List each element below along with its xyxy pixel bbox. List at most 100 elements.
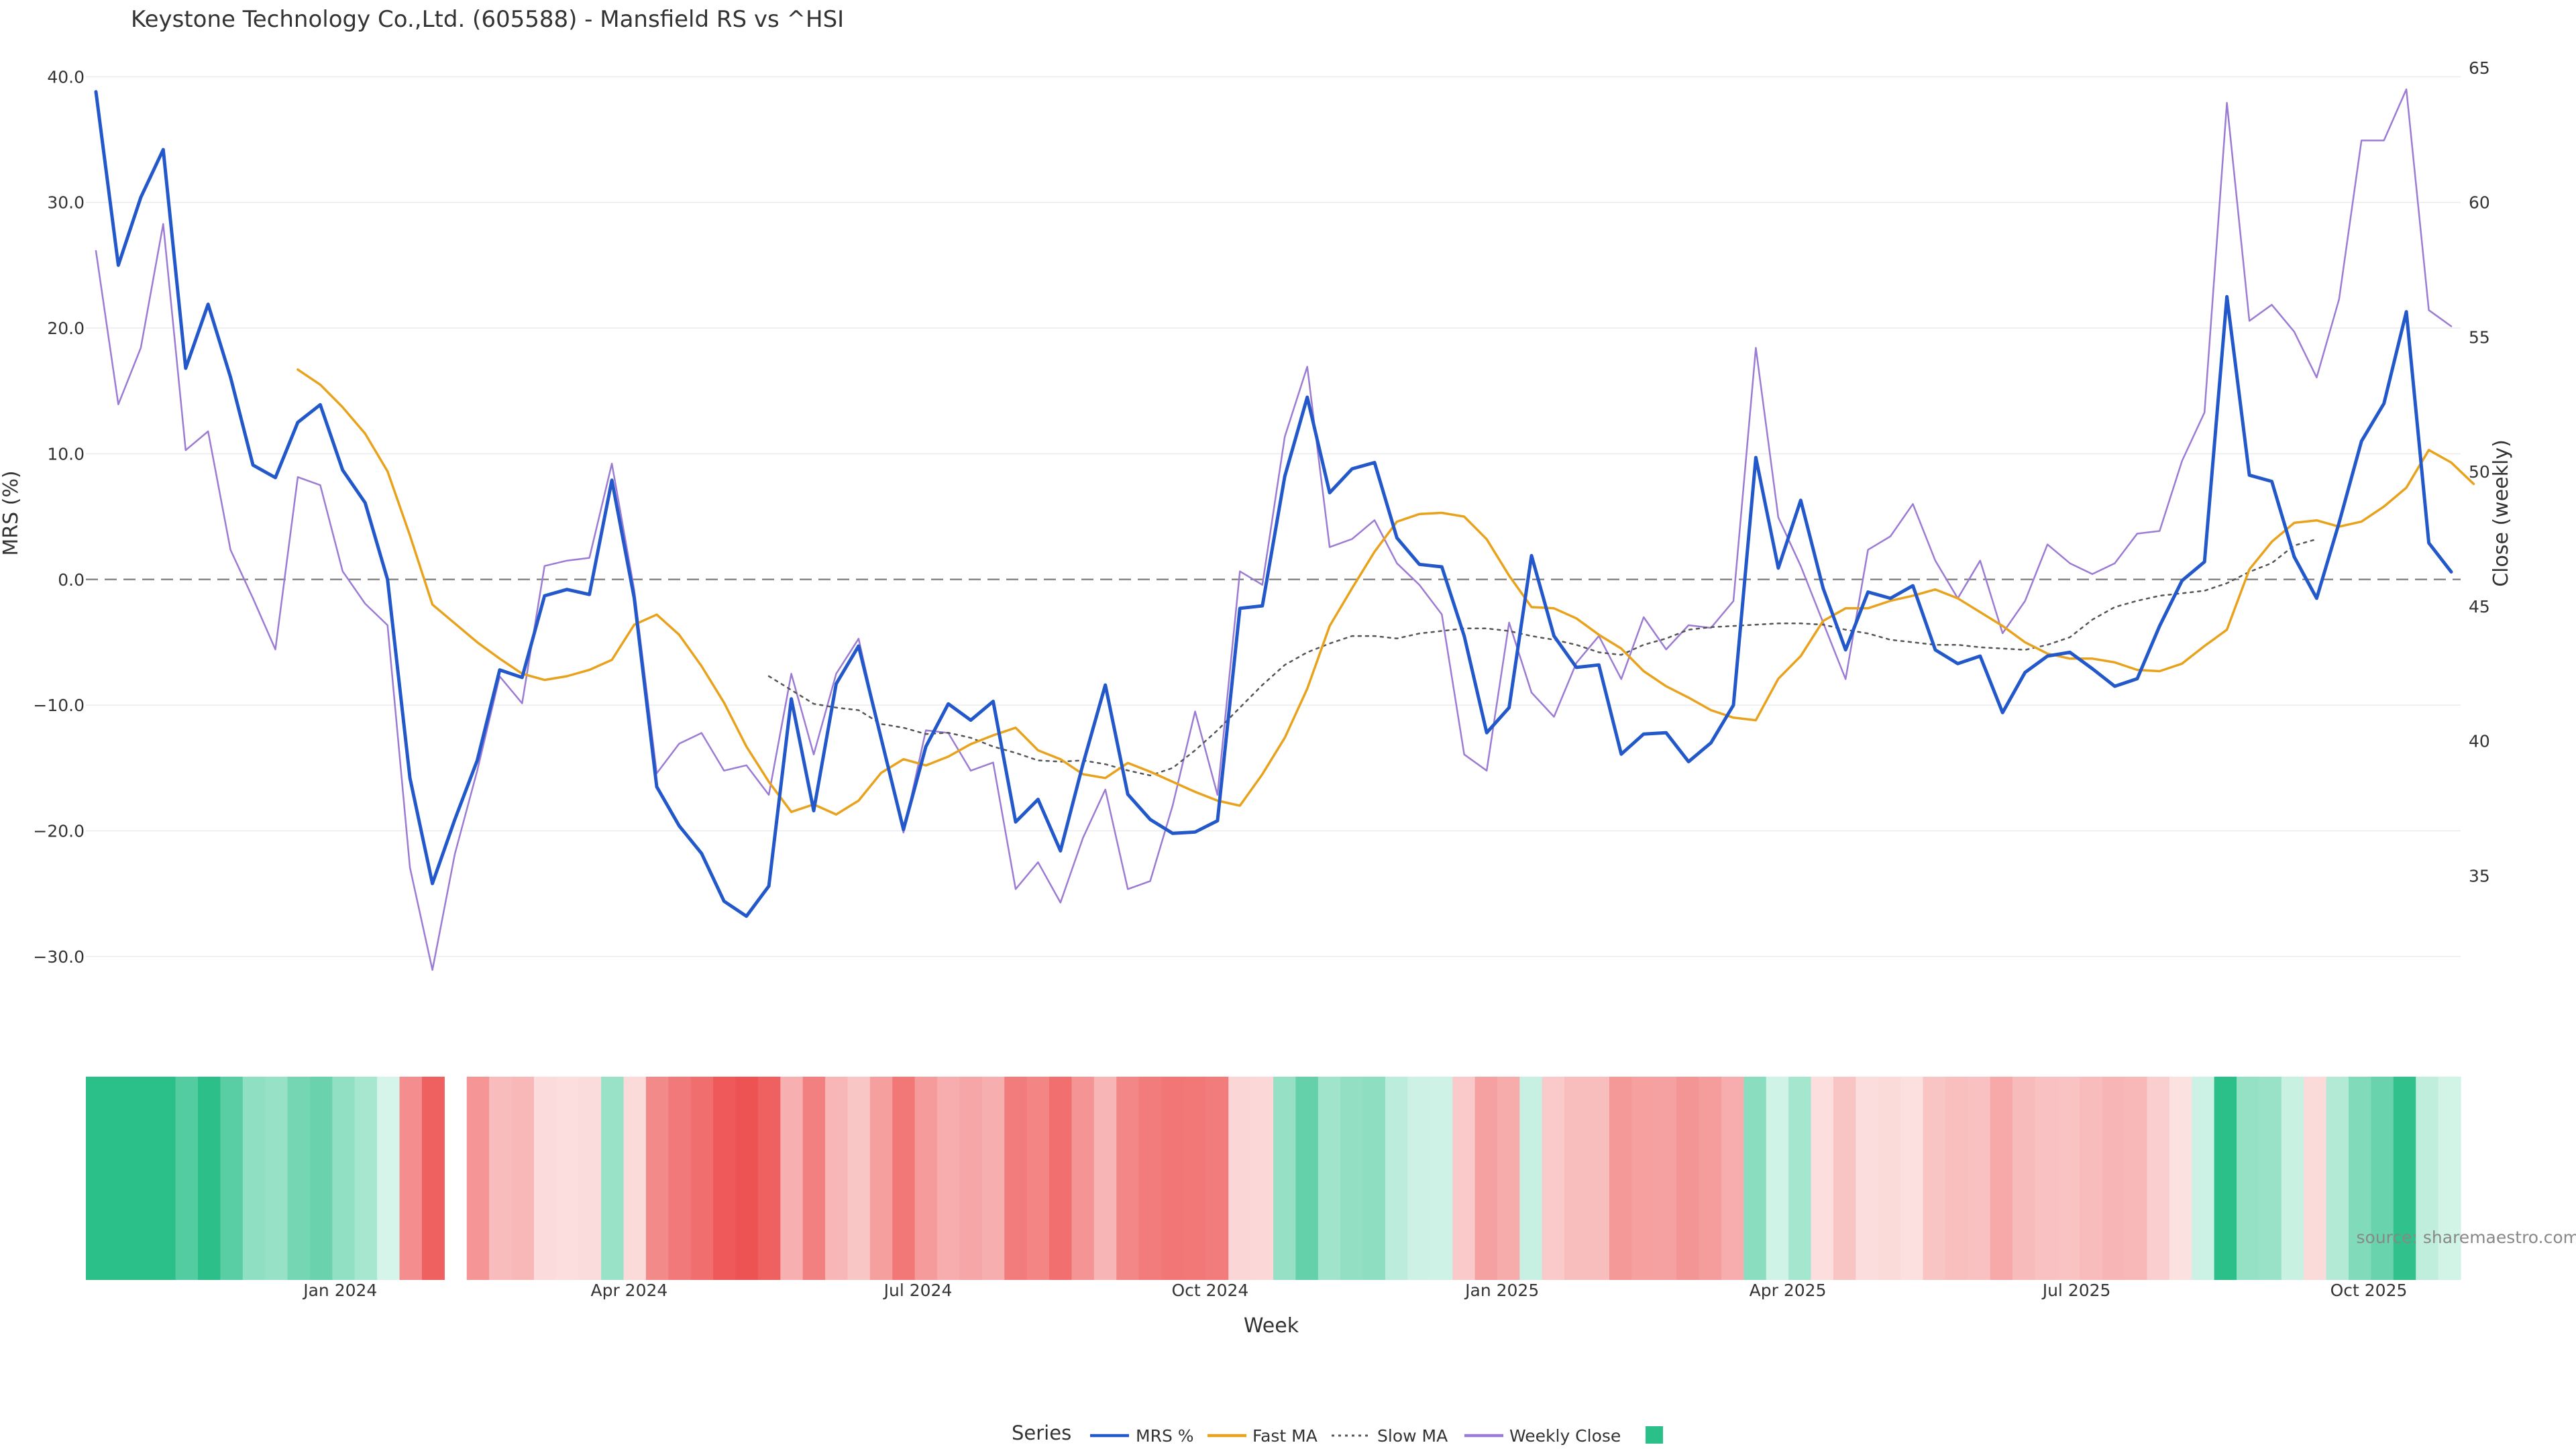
legend-label: Fast MA: [1252, 1426, 1318, 1446]
heat-cell: [937, 1077, 961, 1280]
heat-cell: [309, 1077, 333, 1280]
heat-cell: [1452, 1077, 1476, 1280]
heat-cell: [1497, 1077, 1520, 1280]
heat-cell: [1318, 1077, 1341, 1280]
series-line-mrs: [94, 90, 2453, 918]
y2-tick-label: 55: [2469, 327, 2490, 347]
heat-cell: [1900, 1077, 1924, 1280]
y2-tick-label: 45: [2469, 597, 2490, 616]
heat-cell: [2035, 1077, 2058, 1280]
y2-tick-label: 35: [2469, 866, 2490, 885]
y-tick-label: 10.0: [47, 444, 85, 464]
heat-cell: [220, 1077, 244, 1280]
legend: Series MRS % Fast MA Slow MA Weekly Close: [1012, 1421, 1663, 1446]
heat-cell: [399, 1077, 423, 1280]
heat-cell: [1273, 1077, 1296, 1280]
source-note: source: sharemaestro.com: [2357, 1228, 2576, 1247]
y2-tick-label: 65: [2469, 58, 2490, 78]
heat-cell: [1990, 1077, 2013, 1280]
heat-cell: [466, 1077, 490, 1280]
left-axis: −30.0 −20.0 −10.0 0.0 10.0 20.0 30.0 40.0: [33, 67, 85, 966]
y2-tick-label: 60: [2469, 193, 2490, 213]
x-axis: Jan 2024 Apr 2024 Jul 2024 Oct 2024 Jan 2025…: [302, 1281, 2407, 1300]
y-tick-label: −30.0: [33, 947, 85, 967]
heat-cell: [1856, 1077, 1879, 1280]
heat-cell: [1676, 1077, 1700, 1280]
heat-cell: [1004, 1077, 1028, 1280]
heat-cell: [2080, 1077, 2103, 1280]
heat-cell: [556, 1077, 580, 1280]
heat-cell: [1631, 1077, 1655, 1280]
heat-cell: [377, 1077, 400, 1280]
heat-cell: [645, 1077, 669, 1280]
y-tick-label: −10.0: [33, 696, 85, 715]
heat-cell: [892, 1077, 916, 1280]
x-tick-label: Jul 2024: [883, 1281, 953, 1300]
heat-cell: [1093, 1077, 1117, 1280]
heat-cell: [1721, 1077, 1744, 1280]
heat-cell: [1362, 1077, 1386, 1280]
x-tick-label: Jan 2025: [1464, 1281, 1539, 1300]
heat-cell: [511, 1077, 535, 1280]
x-axis-title: Week: [1244, 1314, 1299, 1338]
heat-cell: [2012, 1077, 2036, 1280]
heat-cell: [2102, 1077, 2125, 1280]
heat-cell: [1116, 1077, 1140, 1280]
heat-cell: [108, 1077, 131, 1280]
heat-cell: [2057, 1077, 2080, 1280]
heat-cell: [1430, 1077, 1453, 1280]
x-tick-label: Apr 2024: [590, 1281, 667, 1300]
y-tick-label: 0.0: [58, 570, 85, 590]
heat-cell: [668, 1077, 692, 1280]
heat-cell: [914, 1077, 938, 1280]
series-lines: [94, 88, 2475, 971]
heat-cell: [780, 1077, 804, 1280]
heat-cell: [197, 1077, 221, 1280]
heat-cell: [1205, 1077, 1229, 1280]
heat-cell: [2393, 1077, 2416, 1280]
y-tick-label: 20.0: [47, 319, 85, 338]
chart-title: Keystone Technology Co.,Ltd. (605588) - …: [131, 6, 844, 33]
heat-cell: [1183, 1077, 1207, 1280]
heat-cell: [1474, 1077, 1498, 1280]
series-line-fast-ma: [297, 368, 2475, 816]
y2-tick-label: 50: [2469, 462, 2490, 482]
heat-cell: [175, 1077, 199, 1280]
heat-cell: [601, 1077, 625, 1280]
heat-cell: [1228, 1077, 1252, 1280]
heat-cell: [242, 1077, 266, 1280]
heat-cell: [2438, 1077, 2461, 1280]
heat-cell: [1385, 1077, 1408, 1280]
series-line-weekly-close: [95, 88, 2453, 971]
heat-cell: [153, 1077, 176, 1280]
heat-cell: [2169, 1077, 2192, 1280]
gridlines: [86, 76, 2461, 957]
heat-cell: [1654, 1077, 1677, 1280]
heat-cell: [1161, 1077, 1185, 1280]
y-tick-label: 30.0: [47, 193, 85, 213]
y-tick-label: 40.0: [47, 67, 85, 87]
heat-cell: [847, 1077, 871, 1280]
heat-cell: [1026, 1077, 1050, 1280]
heat-cell: [489, 1077, 513, 1280]
heat-cell: [1833, 1077, 1856, 1280]
heat-cell: [1587, 1077, 1610, 1280]
y-axis-title: MRS (%): [0, 470, 23, 555]
y2-axis-title: Close (weekly): [2489, 439, 2513, 587]
heat-cell: [2326, 1077, 2349, 1280]
heat-cell: [959, 1077, 983, 1280]
x-tick-label: Apr 2025: [1750, 1281, 1827, 1300]
heat-cell: [287, 1077, 311, 1280]
heat-cell: [533, 1077, 557, 1280]
heat-cell: [2416, 1077, 2439, 1280]
heat-cell: [1811, 1077, 1834, 1280]
heat-cell: [2349, 1077, 2372, 1280]
legend-label: Weekly Close: [1509, 1426, 1621, 1446]
heat-cell: [1766, 1077, 1789, 1280]
heat-cell: [981, 1077, 1005, 1280]
series-line-slow-ma: [767, 538, 2318, 777]
legend-title: Series: [1012, 1421, 1071, 1444]
heat-cell: [735, 1077, 759, 1280]
y-tick-label: −20.0: [33, 821, 85, 841]
